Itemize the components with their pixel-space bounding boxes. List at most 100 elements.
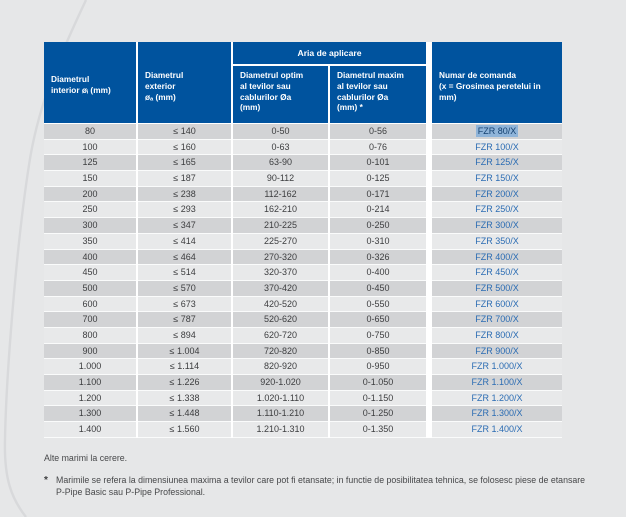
order-link[interactable]: FZR 500/X bbox=[475, 282, 519, 293]
cell-diametru-exterior: ≤ 1.004 bbox=[138, 343, 231, 360]
order-link[interactable]: FZR 200/X bbox=[475, 188, 519, 199]
cell-diametru-exterior: ≤ 1.114 bbox=[138, 359, 231, 375]
cell-numar-comanda: FZR 1.100/X bbox=[432, 375, 562, 391]
cell-diametru-optim: 1.210-1.310 bbox=[233, 422, 328, 438]
cell-diametru-maxim: 0-1.250 bbox=[330, 406, 426, 423]
cell-diametru-exterior: ≤ 347 bbox=[138, 218, 231, 234]
header-diametrul-optim: Diametrul optim al tevilor sau cablurilo… bbox=[233, 66, 328, 123]
cell-diametru-exterior: ≤ 165 bbox=[138, 155, 231, 172]
order-link[interactable]: FZR 250/X bbox=[475, 204, 519, 215]
cell-diametru-exterior: ≤ 160 bbox=[138, 139, 231, 156]
cell-diametru-interior: 1.400 bbox=[44, 422, 136, 438]
cell-numar-comanda: FZR 80/X bbox=[432, 124, 562, 140]
cell-diametru-optim: 1.110-1.210 bbox=[233, 406, 328, 423]
cell-diametru-optim: 720-820 bbox=[233, 343, 328, 360]
cell-diametru-maxim: 0-326 bbox=[330, 249, 426, 266]
cell-numar-comanda: FZR 300/X bbox=[432, 218, 562, 234]
order-link[interactable]: FZR 1.000/X bbox=[471, 361, 523, 372]
cell-diametru-optim: 112-162 bbox=[233, 186, 328, 203]
order-link[interactable]: FZR 1.100/X bbox=[471, 377, 523, 387]
order-link[interactable]: FZR 700/X bbox=[475, 314, 519, 325]
cell-diametru-maxim: 0-310 bbox=[330, 233, 426, 250]
table-row: 700 ≤ 787 520-620 0-650 FZR 700/X bbox=[44, 312, 562, 328]
cell-numar-comanda: FZR 125/X bbox=[432, 155, 562, 172]
order-link[interactable]: FZR 150/X bbox=[475, 173, 519, 184]
order-link[interactable]: FZR 300/X bbox=[475, 220, 519, 231]
cell-diametru-maxim: 0-56 bbox=[330, 124, 426, 140]
cell-diametru-optim: 225-270 bbox=[233, 233, 328, 250]
header-diametrul-interior: Diametrul interior øᵢ (mm) bbox=[44, 42, 136, 123]
cell-diametru-exterior: ≤ 570 bbox=[138, 280, 231, 297]
cell-diametru-optim: 320-370 bbox=[233, 265, 328, 281]
table-row: 300 ≤ 347 210-225 0-250 FZR 300/X bbox=[44, 218, 562, 234]
cell-diametru-maxim: 0-950 bbox=[330, 359, 426, 375]
cell-diametru-optim: 920-1.020 bbox=[233, 375, 328, 391]
cell-numar-comanda: FZR 150/X bbox=[432, 171, 562, 187]
cell-diametru-interior: 600 bbox=[44, 296, 136, 313]
table-row: 600 ≤ 673 420-520 0-550 FZR 600/X bbox=[44, 296, 562, 313]
cell-diametru-exterior: ≤ 140 bbox=[138, 124, 231, 140]
table-row: 350 ≤ 414 225-270 0-310 FZR 350/X bbox=[44, 233, 562, 250]
order-link[interactable]: FZR 600/X bbox=[475, 298, 519, 309]
cell-numar-comanda: FZR 1.300/X bbox=[432, 406, 562, 423]
table-row: 1.200 ≤ 1.338 1.020-1.110 0-1.150 FZR 1.… bbox=[44, 390, 562, 407]
cell-diametru-optim: 90-112 bbox=[233, 171, 328, 187]
cell-diametru-exterior: ≤ 187 bbox=[138, 171, 231, 187]
cell-numar-comanda: FZR 200/X bbox=[432, 186, 562, 203]
cell-diametru-interior: 100 bbox=[44, 139, 136, 156]
cell-diametru-interior: 450 bbox=[44, 265, 136, 281]
cell-numar-comanda: FZR 400/X bbox=[432, 249, 562, 266]
cell-diametru-exterior: ≤ 238 bbox=[138, 186, 231, 203]
order-link[interactable]: FZR 1.300/X bbox=[471, 408, 523, 419]
cell-diametru-exterior: ≤ 894 bbox=[138, 327, 231, 344]
table-row: 1.100 ≤ 1.226 920-1.020 0-1.050 FZR 1.10… bbox=[44, 375, 562, 391]
order-link[interactable]: FZR 400/X bbox=[475, 251, 519, 262]
header-numar-comanda: Numar de comanda (x = Grosimea peretelui… bbox=[432, 42, 562, 123]
table-row: 800 ≤ 894 620-720 0-750 FZR 800/X bbox=[44, 327, 562, 344]
cell-diametru-exterior: ≤ 1.338 bbox=[138, 390, 231, 407]
cell-diametru-exterior: ≤ 1.226 bbox=[138, 375, 231, 391]
cell-diametru-optim: 620-720 bbox=[233, 327, 328, 344]
table-row: 1.300 ≤ 1.448 1.110-1.210 0-1.250 FZR 1.… bbox=[44, 406, 562, 423]
order-link[interactable]: FZR 1.400/X bbox=[471, 424, 523, 435]
table-row: 1.400 ≤ 1.560 1.210-1.310 0-1.350 FZR 1.… bbox=[44, 422, 562, 438]
table-row: 100 ≤ 160 0-63 0-76 FZR 100/X bbox=[44, 139, 562, 156]
table-body: 80 ≤ 140 0-50 0-56 FZR 80/X 100 ≤ 160 0-… bbox=[44, 124, 562, 438]
cell-diametru-optim: 162-210 bbox=[233, 202, 328, 219]
table-row: 200 ≤ 238 112-162 0-171 FZR 200/X bbox=[44, 186, 562, 203]
cell-diametru-exterior: ≤ 464 bbox=[138, 249, 231, 266]
cell-numar-comanda: FZR 600/X bbox=[432, 296, 562, 313]
order-link[interactable]: FZR 450/X bbox=[475, 267, 519, 278]
cell-diametru-interior: 1.300 bbox=[44, 406, 136, 423]
order-link[interactable]: FZR 1.200/X bbox=[471, 392, 523, 403]
order-link[interactable]: FZR 80/X bbox=[475, 125, 519, 137]
cell-diametru-exterior: ≤ 787 bbox=[138, 312, 231, 328]
cell-diametru-exterior: ≤ 673 bbox=[138, 296, 231, 313]
order-link[interactable]: FZR 125/X bbox=[475, 157, 519, 168]
cell-diametru-interior: 200 bbox=[44, 186, 136, 203]
cell-numar-comanda: FZR 900/X bbox=[432, 343, 562, 360]
header-diametrul-maxim: Diametrul maxim al tevilor sau cablurilo… bbox=[330, 66, 426, 123]
cell-diametru-maxim: 0-101 bbox=[330, 155, 426, 172]
cell-diametru-optim: 0-50 bbox=[233, 124, 328, 140]
table-row: 450 ≤ 514 320-370 0-400 FZR 450/X bbox=[44, 265, 562, 281]
table-header: Diametrul interior øᵢ (mm) Diametrul ext… bbox=[44, 42, 562, 123]
cell-diametru-maxim: 0-550 bbox=[330, 296, 426, 313]
cell-diametru-maxim: 0-650 bbox=[330, 312, 426, 328]
fzr-table: Diametrul interior øᵢ (mm) Diametrul ext… bbox=[44, 42, 562, 438]
cell-diametru-interior: 500 bbox=[44, 280, 136, 297]
cell-numar-comanda: FZR 1.000/X bbox=[432, 359, 562, 375]
cell-diametru-optim: 0-63 bbox=[233, 139, 328, 156]
order-link[interactable]: FZR 800/X bbox=[475, 329, 519, 340]
cell-diametru-interior: 400 bbox=[44, 249, 136, 266]
order-link[interactable]: FZR 100/X bbox=[475, 141, 519, 152]
cell-diametru-interior: 900 bbox=[44, 343, 136, 360]
cell-diametru-maxim: 0-171 bbox=[330, 186, 426, 203]
table-row: 250 ≤ 293 162-210 0-214 FZR 250/X bbox=[44, 202, 562, 219]
table-row: 80 ≤ 140 0-50 0-56 FZR 80/X bbox=[44, 124, 562, 140]
order-link[interactable]: FZR 900/X bbox=[475, 345, 519, 356]
order-link[interactable]: FZR 350/X bbox=[475, 235, 519, 246]
cell-diametru-maxim: 0-850 bbox=[330, 343, 426, 360]
cell-diametru-maxim: 0-125 bbox=[330, 171, 426, 187]
